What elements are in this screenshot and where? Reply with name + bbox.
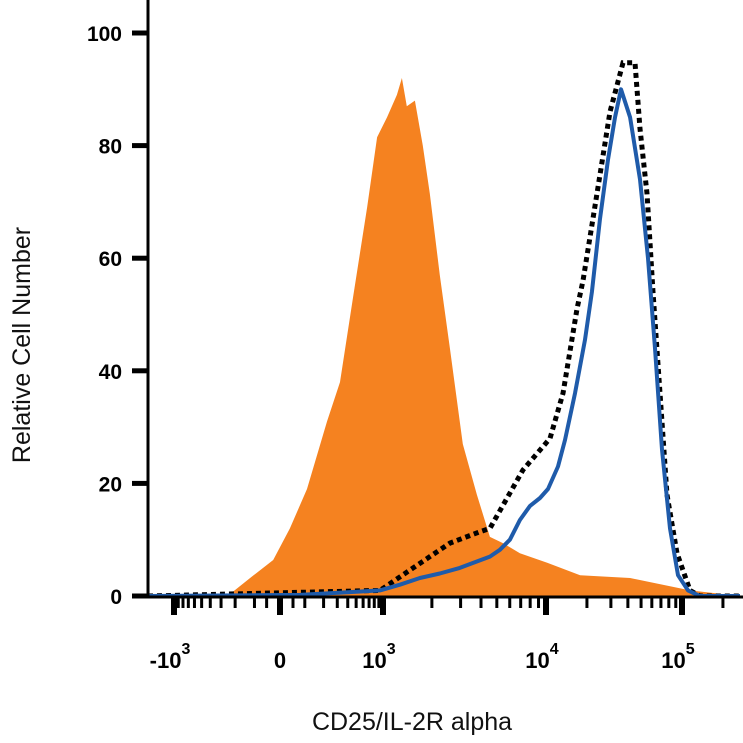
- x-tick-label: -103: [150, 641, 191, 673]
- x-tick-label: 103: [362, 641, 395, 673]
- x-axis-title: CD25/IL-2R alpha: [312, 708, 512, 736]
- stained-histogram-line: [147, 87, 740, 598]
- y-tick-label: 100: [87, 23, 122, 46]
- plot-area: [147, 60, 741, 599]
- x-axis-ticks: -103 0 103 104 105: [150, 598, 725, 673]
- y-axis-title: Relative Cell Number: [8, 227, 36, 463]
- y-tick-label: 80: [99, 136, 122, 159]
- y-axis-ticks: 0 20 40 60 80 100: [87, 23, 148, 609]
- y-tick-label: 0: [110, 586, 122, 609]
- isotype-control-histogram: [227, 78, 741, 597]
- y-tick-label: 20: [99, 473, 122, 496]
- y-tick-label: 40: [99, 361, 122, 384]
- y-tick-label: 60: [99, 248, 122, 271]
- x-tick-label: 104: [525, 641, 558, 673]
- x-tick-label: 105: [661, 641, 694, 673]
- x-tick-label: 0: [274, 648, 286, 673]
